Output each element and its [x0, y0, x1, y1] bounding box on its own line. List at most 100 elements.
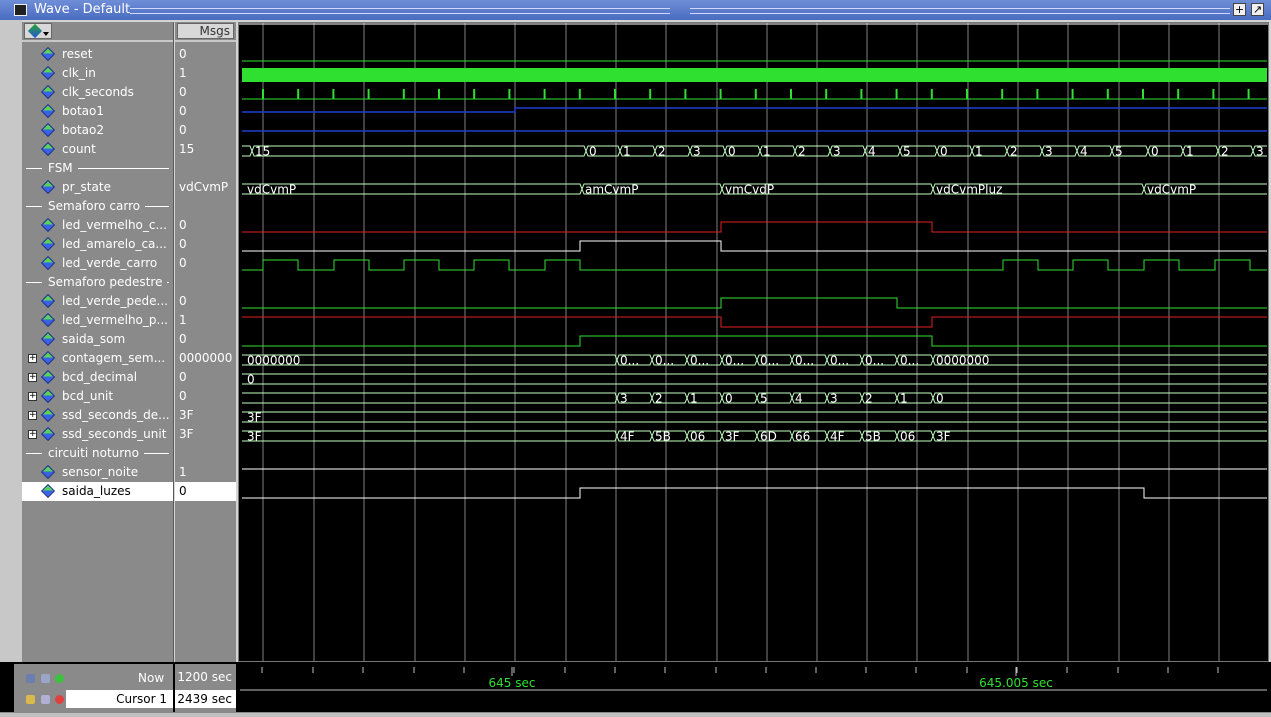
ssd-seconds-unit-bus-label: 06 — [900, 430, 915, 444]
undock-button[interactable]: ↗ — [1251, 3, 1264, 16]
dock-button[interactable]: + — [1233, 3, 1246, 16]
zoom-icon[interactable] — [26, 674, 35, 683]
time-axis[interactable]: 645 sec 645.005 sec — [238, 664, 1269, 712]
led-verde-carro-wave — [242, 259, 1267, 271]
signal-row[interactable]: reset — [22, 45, 173, 64]
ssd-seconds-unit-bus-label: 06 — [690, 430, 705, 444]
signal-icon — [40, 46, 56, 62]
contagem-bus-label: 0... — [620, 354, 639, 368]
signal-row[interactable]: pr_state — [22, 178, 173, 197]
group-divider[interactable]: FSM — [26, 159, 169, 178]
count-bus-label: 5 — [903, 145, 911, 159]
contagem-bus-label: 0... — [655, 354, 674, 368]
add-cursor-icon[interactable] — [55, 674, 64, 683]
signal-value: 0 — [175, 482, 236, 501]
count-bus-label: 2 — [1010, 145, 1018, 159]
signal-row[interactable]: + ssd_seconds_unit — [22, 425, 173, 444]
signal-icon — [40, 331, 56, 347]
signal-value: 0000000 — [179, 351, 233, 365]
signal-name: saida_som — [62, 332, 126, 346]
group-line — [145, 206, 169, 207]
signal-value: 0 — [179, 294, 187, 308]
ssd-seconds-de-bus-label: 3F — [247, 411, 262, 425]
group-label: Semaforo pedestre — [48, 275, 163, 289]
signal-name: contagem_sem... — [62, 351, 166, 365]
remove-cursor-icon[interactable] — [55, 695, 64, 704]
signal-icon — [40, 141, 56, 157]
group-line — [167, 282, 169, 283]
signal-row[interactable]: sensor_noite — [22, 463, 173, 482]
count-bus-label: 3 — [1045, 145, 1053, 159]
group-divider[interactable]: Semaforo carro — [26, 197, 169, 216]
signal-value: 15 — [179, 142, 195, 156]
group-divider[interactable]: Semaforo pedestre — [26, 273, 169, 292]
signal-row[interactable]: botao1 — [22, 102, 173, 121]
signal-row[interactable]: led_amarelo_ca... — [22, 235, 173, 254]
signal-row[interactable]: led_verde_pede... — [22, 292, 173, 311]
expand-icon[interactable]: + — [28, 353, 37, 363]
signal-row[interactable]: led_vermelho_p... — [22, 311, 173, 330]
window-title: Wave - Default — [34, 2, 131, 17]
signal-value: 0 — [179, 389, 187, 403]
count-bus-label: 1 — [975, 145, 983, 159]
signal-row[interactable]: led_vermelho_c... — [22, 216, 173, 235]
signal-row[interactable]: botao2 — [22, 121, 173, 140]
signal-name: clk_seconds — [62, 85, 134, 99]
wave-tools-dropdown[interactable] — [24, 23, 52, 39]
expand-icon[interactable]: + — [28, 429, 37, 439]
group-line — [26, 168, 42, 169]
bcd-unit-bus — [242, 392, 1267, 404]
signal-icon — [40, 312, 56, 328]
expand-icon[interactable]: + — [28, 391, 37, 401]
signal-row[interactable]: saida_luzes — [22, 482, 173, 501]
pr-state-bus-label: vdCvmPluz — [936, 183, 1002, 197]
group-line — [26, 282, 42, 283]
ssd-seconds-unit-bus-label: 6D — [760, 430, 777, 444]
group-divider[interactable]: circuiti noturno — [26, 444, 169, 463]
waveform-pane[interactable]: 15 0 1 2 3 0 1 2 3 4 5 0 1 2 3 4 5 0 1 2 3 vdCvmP amCvmP vmCvdP… — [238, 22, 1269, 662]
count-bus-label: 3 — [1256, 145, 1264, 159]
signal-icon — [40, 388, 56, 404]
window-titlebar[interactable]: Wave - Default + ↗ — [0, 0, 1271, 20]
bcd-decimal-bus-label: 0 — [247, 373, 255, 387]
expand-icon[interactable]: + — [28, 372, 37, 382]
signal-row[interactable]: + bcd_decimal — [22, 368, 173, 387]
clk-in-wave — [242, 68, 1267, 82]
ssd-seconds-unit-bus-label: 4F — [620, 430, 635, 444]
horizontal-scrollbar[interactable] — [0, 712, 1271, 717]
signal-value: 3F — [179, 427, 194, 441]
signal-row[interactable]: count — [22, 140, 173, 159]
cursor-value[interactable]: 2439 sec — [175, 690, 236, 708]
signal-names-pane[interactable]: reset clk_in clk_seconds botao1 botao2 count F… — [22, 22, 174, 662]
bcd-unit-bus-label: 4 — [795, 392, 803, 406]
expand-icon[interactable]: + — [28, 410, 37, 420]
group-line — [26, 206, 42, 207]
signal-row[interactable]: + ssd_seconds_de... — [22, 406, 173, 425]
wave-window-icon — [14, 4, 27, 16]
values-header-label: Msgs — [177, 23, 234, 39]
signal-value: 0 — [179, 332, 187, 346]
wrench-icon[interactable] — [41, 695, 50, 704]
lock-icon[interactable] — [41, 674, 50, 683]
signal-value: 0 — [179, 104, 187, 118]
values-header: Msgs — [175, 22, 236, 42]
signal-row[interactable]: clk_in — [22, 64, 173, 83]
signal-icon — [40, 483, 56, 499]
signal-row[interactable]: clk_seconds — [22, 83, 173, 102]
led-amarelo-carro-wave — [242, 240, 1267, 252]
signal-name: sensor_noite — [62, 465, 139, 479]
cursor-label[interactable]: Cursor 1 — [66, 690, 173, 708]
signal-row[interactable]: led_verde_carro — [22, 254, 173, 273]
signal-name: ssd_seconds_de... — [62, 408, 170, 422]
signal-value: 3F — [179, 408, 194, 422]
cursor-lock-icon[interactable] — [26, 695, 35, 704]
signal-row[interactable]: + contagem_sem... — [22, 349, 173, 368]
signal-name: clk_in — [62, 66, 96, 80]
signal-value: 1 — [179, 313, 187, 327]
signal-values-pane[interactable]: Msgs 0 1 0 0 0 15 vdCvmP 0 0 0 0 1 0 0000000 0 0 3F 3F 1 0 — [175, 22, 236, 662]
signal-icon — [40, 103, 56, 119]
signal-row[interactable]: saida_som — [22, 330, 173, 349]
signal-icon — [40, 464, 56, 480]
signal-row[interactable]: + bcd_unit — [22, 387, 173, 406]
